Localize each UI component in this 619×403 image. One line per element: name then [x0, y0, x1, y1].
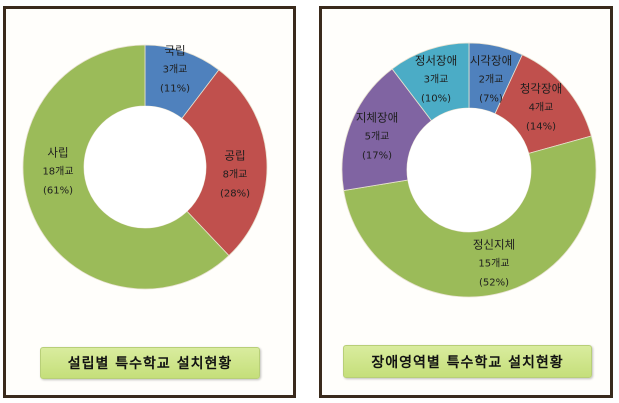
slice-label-name: 정서장애 [414, 53, 458, 68]
slice-label-count: 4개교 [528, 102, 554, 114]
slice-label-percent: (11%) [159, 83, 191, 95]
slice-label-count: 18개교 [42, 166, 74, 178]
slice-label-count: 3개교 [423, 74, 449, 86]
caption-establishment: 설립별 특수학교 설치현황 [40, 347, 260, 379]
slice-label-count: 15개교 [478, 258, 510, 270]
slice-label: 공립 8개교 (28%) [220, 147, 250, 204]
slice-label: 정신지체 15개교 (52%) [473, 236, 515, 293]
slice-label: 사립 18개교 (61%) [42, 144, 73, 201]
slice-label-name: 공립 [224, 148, 246, 163]
donut-chart-establishment [22, 44, 268, 290]
slice-label: 지체장애 5개교 (17%) [356, 109, 398, 166]
slice-label: 국립 3개교 (11%) [160, 42, 190, 99]
slice-label-count: 3개교 [162, 64, 188, 76]
caption-disability: 장애영역별 특수학교 설치현황 [343, 345, 592, 378]
slice-label-name: 시각장애 [469, 53, 513, 68]
slice-label: 청각장애 4개교 (14%) [520, 80, 562, 137]
slice-label-count: 2개교 [478, 74, 504, 86]
slice-label-name: 사립 [47, 145, 69, 160]
slice-label-percent: (28%) [219, 188, 251, 200]
slice-label-percent: (52%) [478, 277, 510, 289]
slice-label: 정서장애 3개교 (10%) [415, 52, 457, 109]
slice-label: 시각장애 2개교 (7%) [470, 52, 512, 109]
slice-label-count: 5개교 [364, 131, 390, 143]
slice-label-percent: (14%) [525, 121, 557, 133]
slice-label-percent: (10%) [420, 93, 452, 105]
slice-label-name: 국립 [164, 43, 186, 58]
donut-chart-disability [341, 42, 597, 298]
donut-hole [407, 108, 531, 232]
donut-hole [84, 106, 206, 228]
slice-label-percent: (61%) [42, 185, 74, 197]
slice-label-name: 정신지체 [472, 237, 516, 252]
slice-label-name: 청각장애 [519, 81, 563, 96]
slice-label-percent: (7%) [479, 93, 503, 105]
slice-label-percent: (17%) [361, 150, 393, 162]
slice-label-name: 지체장애 [355, 110, 399, 125]
slice-label-count: 8개교 [222, 169, 248, 181]
